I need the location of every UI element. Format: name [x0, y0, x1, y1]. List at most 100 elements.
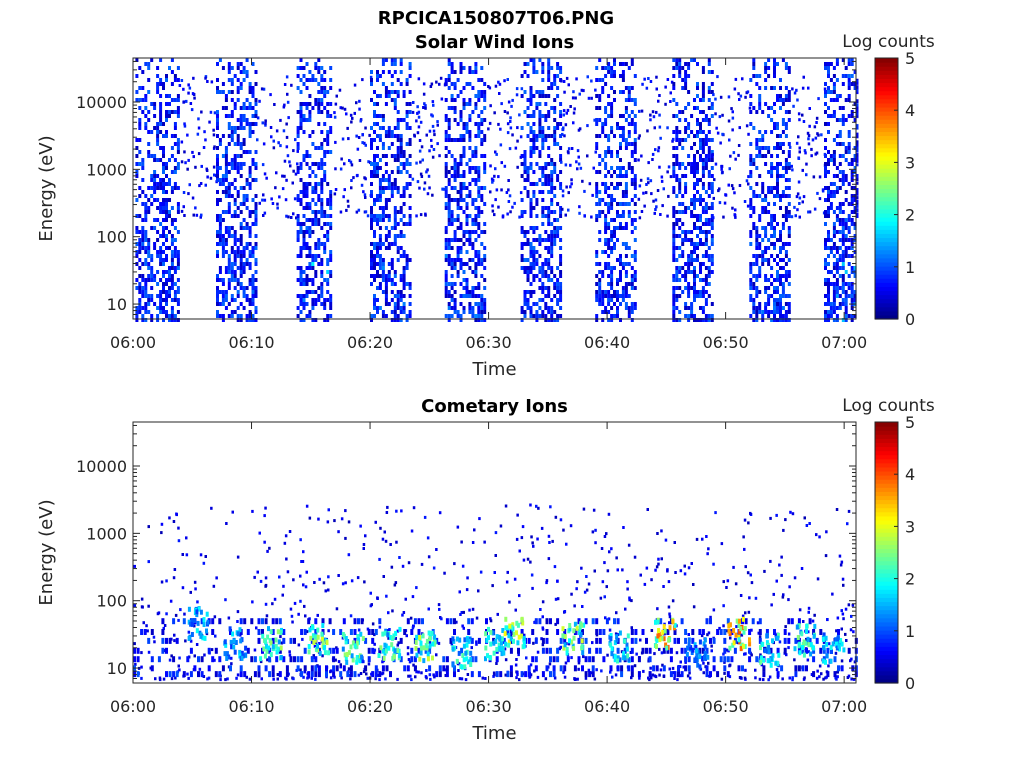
pixel: [523, 242, 527, 246]
pixel: [793, 576, 797, 580]
pixel: [538, 166, 542, 170]
pixel: [824, 262, 827, 266]
pixel: [138, 298, 142, 302]
pixel: [236, 306, 240, 310]
pixel: [532, 182, 536, 186]
pixel: [417, 77, 421, 81]
pixel: [758, 194, 762, 198]
pixel: [690, 130, 694, 134]
pixel: [242, 218, 246, 222]
pixel: [712, 196, 715, 200]
pixel: [532, 250, 536, 254]
pixel: [447, 246, 451, 250]
pixel: [183, 150, 186, 154]
pixel: [647, 77, 650, 80]
pixel: [684, 278, 688, 282]
pixel: [696, 198, 699, 202]
pixel: [323, 210, 327, 214]
pixel: [547, 318, 551, 322]
pixel: [773, 66, 776, 70]
pixel: [474, 178, 478, 182]
pixel: [138, 274, 142, 278]
pixel: [165, 174, 168, 178]
pixel: [334, 167, 337, 171]
colorbar-tick-label: 3: [905, 153, 915, 172]
pixel: [699, 194, 702, 198]
pixel: [696, 130, 699, 134]
pixel: [627, 166, 631, 170]
pixel: [224, 150, 228, 154]
pixel: [274, 186, 277, 190]
pixel: [329, 226, 333, 230]
pixel: [675, 130, 679, 134]
pixel: [844, 198, 848, 202]
pixel: [735, 625, 738, 629]
pixel: [373, 130, 376, 134]
pixel: [838, 246, 842, 250]
pixel: [474, 314, 478, 318]
pixel: [667, 165, 671, 169]
pixel: [273, 103, 276, 106]
pixel: [251, 318, 255, 322]
pixel: [326, 270, 330, 274]
pixel: [856, 174, 859, 178]
pixel: [317, 102, 321, 106]
colorbar-tick-label: 1: [905, 258, 915, 277]
pixel: [236, 206, 240, 210]
pixel: [575, 160, 578, 164]
pixel: [378, 158, 382, 162]
pixel: [529, 306, 533, 310]
pixel: [302, 246, 306, 250]
pixel: [541, 166, 545, 170]
pixel: [841, 302, 845, 306]
pixel: [396, 190, 400, 194]
pixel: [707, 254, 711, 258]
pixel: [781, 294, 785, 298]
pixel: [405, 282, 409, 286]
pixel: [159, 290, 163, 294]
pixel: [538, 278, 542, 282]
pixel: [245, 314, 249, 318]
pixel: [776, 94, 779, 98]
pixel: [162, 206, 165, 210]
pixel: [483, 298, 487, 302]
pixel: [672, 290, 676, 294]
pixel: [153, 126, 157, 130]
pixel: [147, 118, 151, 122]
pixel: [342, 195, 345, 199]
pixel: [776, 222, 779, 226]
pixel: [556, 66, 560, 70]
pixel: [299, 270, 303, 274]
pixel: [605, 585, 608, 589]
pixel: [423, 102, 426, 106]
pixel: [147, 298, 151, 302]
pixel: [642, 191, 645, 195]
pixel: [221, 282, 225, 286]
pixel: [168, 158, 171, 162]
pixel: [376, 162, 379, 166]
pixel: [550, 238, 554, 242]
pixel: [170, 250, 174, 254]
pixel: [462, 102, 466, 106]
pixel: [302, 154, 306, 158]
pixel: [299, 126, 303, 130]
pixel: [468, 230, 472, 234]
pixel: [305, 86, 309, 90]
pixel: [633, 102, 637, 106]
pixel: [613, 294, 616, 298]
pixel: [538, 178, 542, 182]
pixel: [384, 302, 388, 306]
pixel: [515, 93, 519, 97]
pixel: [384, 286, 388, 290]
x-tick-label: 06:40: [584, 333, 630, 352]
pixel: [627, 66, 631, 70]
pixel: [853, 274, 857, 278]
pixel: [460, 611, 463, 614]
pixel: [387, 270, 391, 274]
pixel: [699, 214, 702, 218]
pixel: [529, 242, 533, 246]
pixel: [704, 298, 708, 302]
pixel: [856, 209, 859, 213]
pixel: [526, 62, 530, 66]
pixel: [734, 77, 738, 81]
